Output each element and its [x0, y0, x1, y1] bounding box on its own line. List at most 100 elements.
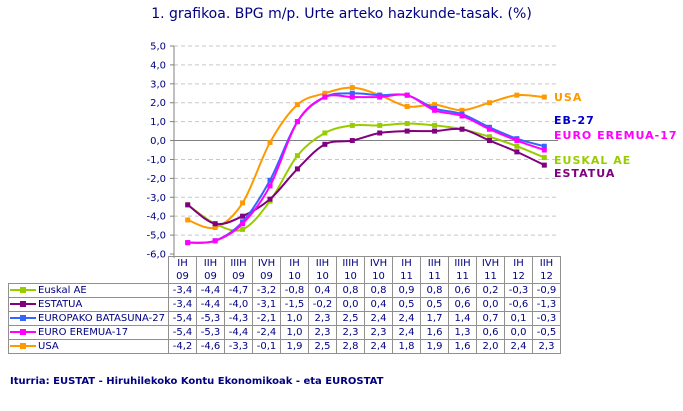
y-tick-label: 1,0: [150, 117, 166, 128]
table-cell: 2,0: [476, 339, 505, 354]
series-euro17: [185, 92, 547, 246]
row-label: EURO EREMUA-17: [8, 325, 169, 340]
end-label-euskal-ae: EUSKAL AE: [554, 154, 631, 167]
source-note: Iturria: EUSTAT - Hiruhilekoko Kontu Eko…: [10, 376, 384, 387]
table-row: EUROPAKO BATASUNA-27 -5,4 -5,3 -4,3 -2,1 1,0 2…: [8, 311, 561, 326]
y-tick-label: 4,0: [150, 60, 166, 71]
row-label: Euskal AE: [8, 283, 169, 298]
table-cell: -0,3: [504, 283, 533, 298]
row-label: EUROPAKO BATASUNA-27: [8, 311, 169, 326]
table-cell: -5,3: [196, 325, 225, 340]
table-cell: -3,1: [252, 297, 281, 312]
end-label-estatua: ESTATUA: [554, 167, 615, 180]
table-cell: -0,8: [280, 283, 309, 298]
table-cell: 1,4: [448, 311, 477, 326]
table-cell: -4,2: [168, 339, 197, 354]
table-cell: -0,6: [504, 297, 533, 312]
table-row: EURO EREMUA-17 -5,4 -5,3 -4,4 -2,4 1,0 2,3 2,3 2…: [8, 325, 561, 340]
end-label-euro17: EURO EREMUA-17: [554, 129, 678, 142]
table-cell: 1,0: [280, 325, 309, 340]
data-table: IH 09 IIH 09 IIIH 09 IVH 09 IH 10 IIH 10 IIIH 10 IVH 10…: [8, 256, 561, 354]
table-cell: -4,7: [224, 283, 253, 298]
table-cell: 1,9: [280, 339, 309, 354]
end-labels: USA EB-27 EURO EREMUA-17 EUSKAL AE ESTAT…: [554, 91, 678, 180]
table-cell: -4,0: [224, 297, 253, 312]
table-row: Euskal AE -3,4 -4,4 -4,7 -3,2 -0,8 0,4 0,8 0,8 0,…: [8, 283, 561, 298]
column-header: IVH 11: [476, 256, 505, 284]
column-header: IIIH 10: [336, 256, 365, 284]
series-usa: [185, 85, 547, 231]
table-cell: -3,2: [252, 283, 281, 298]
table-cell: 0,0: [336, 297, 365, 312]
table-cell: 2,4: [392, 325, 421, 340]
table-cell: 2,5: [308, 339, 337, 354]
column-header: IH 09: [168, 256, 197, 284]
table-cell: 2,4: [392, 311, 421, 326]
series-lines: [185, 85, 547, 246]
column-header: IIH 11: [420, 256, 449, 284]
column-header: IH 12: [504, 256, 533, 284]
legend-key-icon: [10, 313, 36, 322]
column-header: IIH 10: [308, 256, 337, 284]
y-tick-label: -4,0: [146, 212, 166, 223]
table-cell: 2,4: [504, 339, 533, 354]
table-cell: 2,3: [308, 325, 337, 340]
table-cell: 0,6: [476, 325, 505, 340]
table-cell: 0,1: [504, 311, 533, 326]
column-header: IVH 09: [252, 256, 281, 284]
legend-key-icon: [10, 285, 36, 294]
table-cell: 2,3: [364, 325, 393, 340]
line-chart: 5,0 4,0 3,0 2,0 1,0 0,0 -1,0 -2,0 -3,0 -4,0 -5,0 -6…: [146, 42, 678, 261]
table-cell: -4,3: [224, 311, 253, 326]
table-cell: 0,5: [420, 297, 449, 312]
table-cell: 1,0: [280, 311, 309, 326]
y-tick-label: -2,0: [146, 174, 166, 185]
y-tick-label: -3,0: [146, 193, 166, 204]
table-cell: 2,4: [364, 311, 393, 326]
gridlines: [174, 45, 559, 236]
column-header: IIH 12: [532, 256, 561, 284]
legend-key-icon: [10, 341, 36, 350]
table-cell: -4,4: [224, 325, 253, 340]
table-cell: 1,7: [420, 311, 449, 326]
table-cell: -1,5: [280, 297, 309, 312]
column-header: IIIH 11: [448, 256, 477, 284]
table-cell: -0,2: [308, 297, 337, 312]
series-estatua: [185, 126, 547, 227]
table-cell: 0,8: [420, 283, 449, 298]
table-cell: 2,5: [336, 311, 365, 326]
table-cell: 0,9: [392, 283, 421, 298]
table-cell: 0,8: [336, 283, 365, 298]
table-cell: 0,4: [308, 283, 337, 298]
table-cell: -2,4: [252, 325, 281, 340]
table-cell: 2,3: [532, 339, 561, 354]
table-cell: 0,5: [392, 297, 421, 312]
table-cell: 1,8: [392, 339, 421, 354]
table-cell: -5,4: [168, 325, 197, 340]
table-cell: -2,1: [252, 311, 281, 326]
table-cell: -5,3: [196, 311, 225, 326]
table-cell: -3,3: [224, 339, 253, 354]
table-cell: 1,6: [420, 325, 449, 340]
table-cell: 2,8: [336, 339, 365, 354]
column-header: IVH 10: [364, 256, 393, 284]
table-row: ESTATUA -3,4 -4,4 -4,0 -3,1 -1,5 -0,2 0,0 0,4 0,5…: [8, 297, 561, 312]
table-cell: 1,6: [448, 339, 477, 354]
column-header: IH 11: [392, 256, 421, 284]
table-cell: -1,3: [532, 297, 561, 312]
table-cell: -5,4: [168, 311, 197, 326]
legend-key-icon: [10, 299, 36, 308]
table-cell: 0,6: [448, 283, 477, 298]
column-header: IIIH 09: [224, 256, 253, 284]
column-header: IIH 09: [196, 256, 225, 284]
y-tick-label: 2,0: [150, 98, 166, 109]
table-cell: 0,0: [476, 297, 505, 312]
table-cell: 0,6: [448, 297, 477, 312]
table-cell: 2,3: [308, 311, 337, 326]
table-cell: -0,5: [532, 325, 561, 340]
chart-title: 1. grafikoa. BPG m/p. Urte arteko hazkun…: [151, 6, 532, 22]
table-cell: 1,3: [448, 325, 477, 340]
y-tick-label: -1,0: [146, 155, 166, 166]
y-tick-label: -6,0: [146, 250, 166, 261]
table-cell: 2,4: [364, 339, 393, 354]
